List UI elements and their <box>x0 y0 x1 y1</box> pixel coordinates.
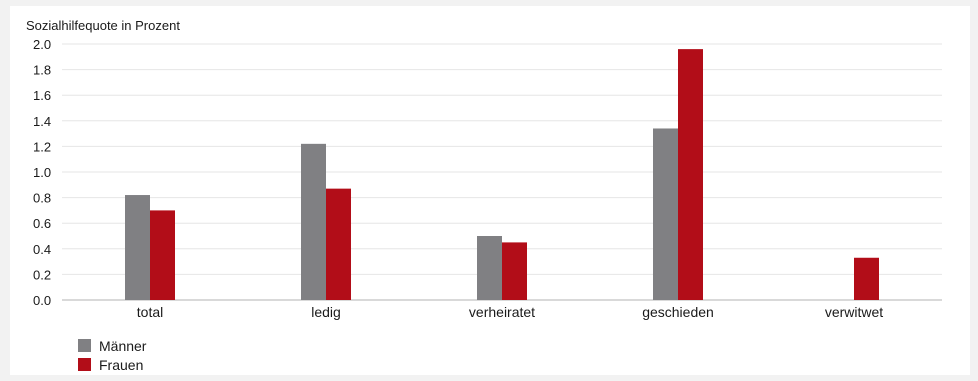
bar-frauen-total <box>150 210 175 300</box>
bar-maenner-total <box>125 195 150 300</box>
x-tick-label-total: total <box>137 304 163 320</box>
y-tick-label: 0.2 <box>33 267 51 282</box>
y-tick-label: 1.6 <box>33 88 51 103</box>
legend-item-maenner: Männer <box>78 336 146 355</box>
chart-container: Sozialhilfequote in Prozent 0.0 0.2 0.4 0.6… <box>10 6 970 375</box>
y-tick-label: 0.8 <box>33 191 51 206</box>
x-tick-label-verwitwet: verwitwet <box>825 304 883 320</box>
legend-label-frauen: Frauen <box>99 356 144 373</box>
x-tick-label-geschieden: geschieden <box>642 304 714 320</box>
y-axis-label: Sozialhilfequote in Prozent <box>26 18 180 33</box>
y-tick-label: 1.8 <box>33 63 51 78</box>
legend-item-frauen: Frauen <box>78 355 146 374</box>
bar-maenner-verheiratet <box>477 236 502 300</box>
bar-chart: Sozialhilfequote in Prozent 0.0 0.2 0.4 0.6… <box>26 18 942 320</box>
legend-swatch-frauen <box>78 358 91 371</box>
y-tick-label: 1.4 <box>33 114 51 129</box>
x-tick-label-ledig: ledig <box>311 304 341 320</box>
y-tick-label: 0.0 <box>33 293 51 308</box>
x-tick-label-verheiratet: verheiratet <box>469 304 535 320</box>
legend-label-maenner: Männer <box>99 337 147 354</box>
bar-frauen-verheiratet <box>502 242 527 300</box>
bar-frauen-geschieden <box>678 49 703 301</box>
y-tick-label: 0.4 <box>33 242 51 257</box>
bar-frauen-verwitwet <box>854 257 879 300</box>
y-tick-label: 2.0 <box>33 37 51 52</box>
bar-maenner-ledig <box>301 143 326 300</box>
y-tick-label: 1.0 <box>33 165 51 180</box>
legend-swatch-maenner <box>78 339 91 352</box>
bar-maenner-geschieden <box>653 128 678 300</box>
legend: Männer Frauen <box>78 336 146 374</box>
bar-frauen-ledig <box>326 188 351 300</box>
y-tick-label: 1.2 <box>33 139 51 154</box>
y-tick-label: 0.6 <box>33 216 51 231</box>
